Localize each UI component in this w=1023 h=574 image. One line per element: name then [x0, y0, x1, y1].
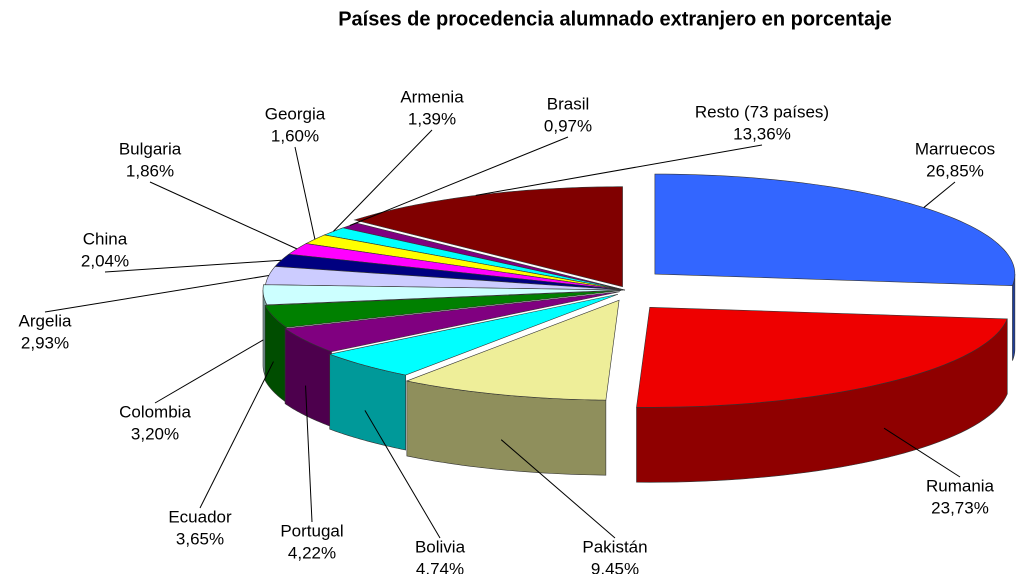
- leader-line: [199, 361, 274, 509]
- slice: [264, 290, 622, 328]
- slice: [654, 173, 1016, 286]
- slice-value-label: 1,60%: [271, 126, 319, 145]
- slice-value-label: 2,04%: [81, 251, 129, 270]
- slice-value-label: 1,86%: [126, 161, 174, 180]
- slice-value-label: 1,39%: [408, 109, 456, 128]
- slice-value-label: 3,20%: [131, 424, 179, 443]
- slice-label: Bolivia: [415, 537, 466, 556]
- slice-value-label: 3,65%: [176, 529, 224, 548]
- slice-label: China: [83, 229, 128, 248]
- slice: [262, 284, 624, 306]
- leader-line: [154, 339, 264, 404]
- leader-line: [923, 181, 956, 208]
- slice-label: Bulgaria: [119, 139, 182, 158]
- slice-label: Pakistán: [582, 537, 647, 556]
- leader-line: [883, 427, 961, 478]
- slice-label: Rumania: [926, 476, 995, 495]
- slice-value-label: 23,73%: [931, 498, 989, 517]
- slice: [284, 291, 620, 352]
- slice-label: Resto (73 países): [695, 102, 829, 121]
- leader-line: [349, 136, 569, 226]
- leader-line: [500, 439, 616, 539]
- slice: [405, 299, 620, 401]
- slice-value-label: 4,74%: [416, 559, 464, 574]
- slice: [636, 306, 1008, 408]
- slice-value-label: 9,45%: [591, 559, 639, 574]
- leader-line: [364, 410, 441, 539]
- leader-line: [44, 275, 269, 313]
- slice-label: Marruecos: [915, 139, 995, 158]
- leader-line: [149, 181, 298, 250]
- slice-label: Ecuador: [168, 507, 232, 526]
- slice-value-label: 2,93%: [21, 333, 69, 352]
- slice-value-label: 4,22%: [288, 543, 336, 562]
- slice-label: Argelia: [19, 311, 72, 330]
- slice-value-label: 26,85%: [926, 161, 984, 180]
- leader-line: [104, 259, 282, 273]
- slice-label: Brasil: [547, 94, 590, 113]
- chart-title: Países de procedencia alumnado extranjer…: [338, 8, 892, 30]
- slice: [328, 293, 619, 376]
- slice-value-label: 13,36%: [733, 124, 791, 143]
- leader-line: [294, 146, 316, 240]
- slice-value-label: 0,97%: [544, 116, 592, 135]
- leader-line: [475, 144, 763, 196]
- slice-label: Colombia: [119, 402, 191, 421]
- slice-label: Armenia: [400, 87, 464, 106]
- slice-side: [1012, 274, 1016, 361]
- slice-label: Portugal: [280, 521, 343, 540]
- leader-line: [333, 129, 433, 232]
- slice-label: Georgia: [265, 104, 326, 123]
- leader-line: [305, 385, 313, 523]
